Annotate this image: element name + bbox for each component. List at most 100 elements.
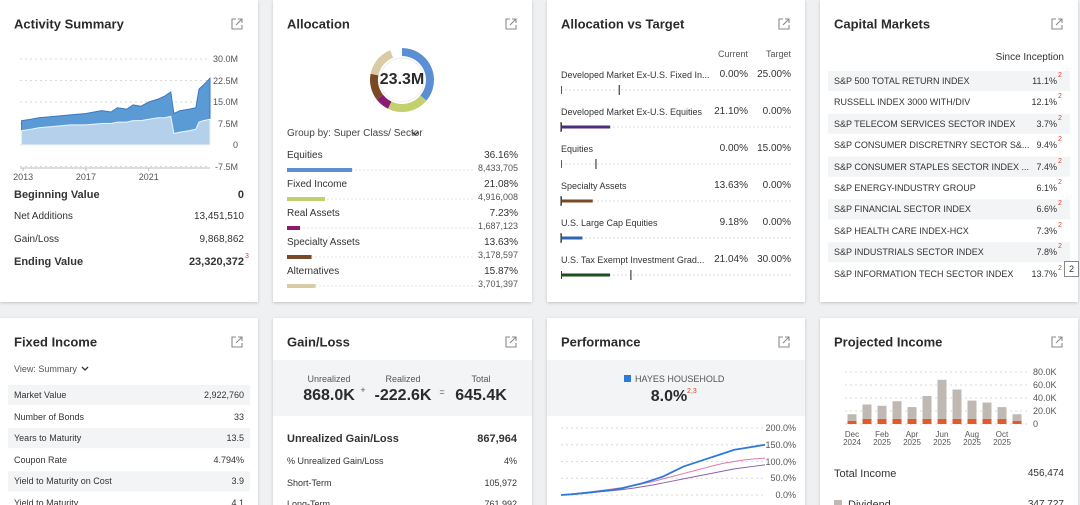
footnote: 2 xyxy=(1058,264,1062,272)
current-bar xyxy=(561,236,583,240)
target: 25.00% xyxy=(757,69,791,80)
y-tick-label: 200.0% xyxy=(765,423,796,433)
row-label: Beginning Value xyxy=(14,189,100,201)
row-amount: 4,916,008 xyxy=(477,192,518,202)
footnote: 2 xyxy=(1058,157,1062,165)
bar xyxy=(287,284,316,288)
card-title: Capital Markets xyxy=(834,16,931,32)
expand-icon[interactable] xyxy=(231,336,243,348)
column-header: Target xyxy=(765,49,791,59)
row-name: Equities xyxy=(561,144,594,154)
y-tick-label: 100.0% xyxy=(765,456,796,467)
bar xyxy=(287,197,325,201)
summary-value: 868.0K xyxy=(303,387,355,404)
expand-icon[interactable] xyxy=(1051,18,1063,30)
y-tick-label: 15.0M xyxy=(212,97,238,107)
card-graphics xyxy=(287,18,517,288)
x-tick-label: Dec 2024 xyxy=(843,430,861,447)
target: 0.00% xyxy=(762,180,791,191)
donut-segment xyxy=(401,48,434,101)
x-tick-label: 2021 xyxy=(138,172,159,182)
bar xyxy=(877,418,887,424)
row-shade xyxy=(828,113,1070,134)
index-return: 12.1% xyxy=(1031,97,1057,108)
expand-icon-box xyxy=(231,18,243,30)
operator: = xyxy=(439,387,445,397)
expand-icon-arrow xyxy=(509,336,517,344)
expand-icon[interactable] xyxy=(778,18,790,30)
target: 15.00% xyxy=(757,143,791,154)
row-shade xyxy=(828,242,1070,263)
y-tick-label: 60.0K xyxy=(1033,380,1057,390)
column-header: Current xyxy=(717,49,748,59)
row-shade xyxy=(8,428,250,449)
row-percent: 21.08% xyxy=(484,179,518,190)
dividend-total: 347,727 xyxy=(1027,499,1064,505)
y-tick-label: 0 xyxy=(232,140,238,150)
row-shade xyxy=(8,385,250,405)
card-graphics xyxy=(8,336,250,492)
group-by[interactable]: Group by: Super Class/ Sector xyxy=(287,128,423,139)
row-name: U.S. Large Cap Equities xyxy=(561,218,658,228)
current: 0.00% xyxy=(719,143,748,154)
summary-value: 645.4K xyxy=(455,387,507,404)
bar xyxy=(862,418,872,424)
bar xyxy=(937,379,947,419)
footnote: 2 xyxy=(1058,221,1062,229)
bar xyxy=(892,418,902,424)
y-tick-label: -7.5M xyxy=(214,161,238,172)
row-name: U.S. Tax Exempt Investment Grad... xyxy=(561,255,705,265)
row-name: Alternatives xyxy=(287,266,340,277)
view-selector[interactable]: View: Summary xyxy=(14,364,77,374)
card: Fixed Income View: Summary Market Value 2,9… xyxy=(0,318,258,505)
row-label: Coupon Rate xyxy=(14,454,68,465)
y-tick-label: 30.0M xyxy=(212,54,238,64)
row-value: 0 xyxy=(237,189,244,201)
card-graphics xyxy=(828,18,1070,263)
row-label: Short-Term xyxy=(287,478,332,488)
row-label: Gain/Loss xyxy=(14,234,60,245)
total-value: 456,474 xyxy=(1027,468,1064,479)
card-graphics xyxy=(560,18,791,280)
legend-swatch xyxy=(834,500,842,505)
bar xyxy=(1012,414,1022,421)
index-return: 13.7% xyxy=(1031,268,1057,279)
row-shade xyxy=(828,199,1070,220)
bar xyxy=(287,255,312,259)
current: 21.04% xyxy=(714,254,748,265)
index-name: S&P INDUSTRIALS SECTOR INDEX xyxy=(834,247,984,258)
expand-icon[interactable] xyxy=(505,336,517,348)
row-shade xyxy=(828,156,1070,177)
current: 13.63% xyxy=(714,180,748,191)
row-amount: 3,178,597 xyxy=(477,250,518,260)
y-tick-label: 7.5M xyxy=(217,118,238,129)
summary-box xyxy=(547,360,805,416)
card-graphics xyxy=(834,336,1063,505)
donut-segment xyxy=(376,94,392,109)
bar xyxy=(952,418,962,424)
expand-icon-arrow xyxy=(782,336,790,344)
row-label: Long-Term xyxy=(287,499,331,505)
expand-icon[interactable] xyxy=(505,18,517,30)
row-name: Equities xyxy=(287,150,323,161)
area xyxy=(21,115,211,146)
footnote: 2 xyxy=(1058,72,1062,79)
expand-icon-box xyxy=(231,336,243,348)
expand-icon[interactable] xyxy=(1051,336,1063,348)
expand-icon[interactable] xyxy=(778,336,790,348)
row-percent: 36.16% xyxy=(484,150,518,161)
index-return: 7.8% xyxy=(1036,247,1057,258)
index-return: 11.1% xyxy=(1032,76,1057,86)
row-name: Developed Market Ex-U.S. Equities xyxy=(561,107,703,117)
expand-icon[interactable] xyxy=(231,18,243,30)
bar xyxy=(967,400,977,419)
bar xyxy=(907,418,917,424)
index-name: S&P CONSUMER DISCRETNRY SECTOR S&... xyxy=(834,140,1030,151)
bar xyxy=(982,402,992,419)
index-name: S&P 500 TOTAL RETURN INDEX xyxy=(834,76,970,86)
current: 9.18% xyxy=(719,217,748,228)
donut-segment xyxy=(387,95,427,112)
x-tick-label: 2017 xyxy=(75,172,96,182)
row-percent: 15.87% xyxy=(484,266,518,277)
